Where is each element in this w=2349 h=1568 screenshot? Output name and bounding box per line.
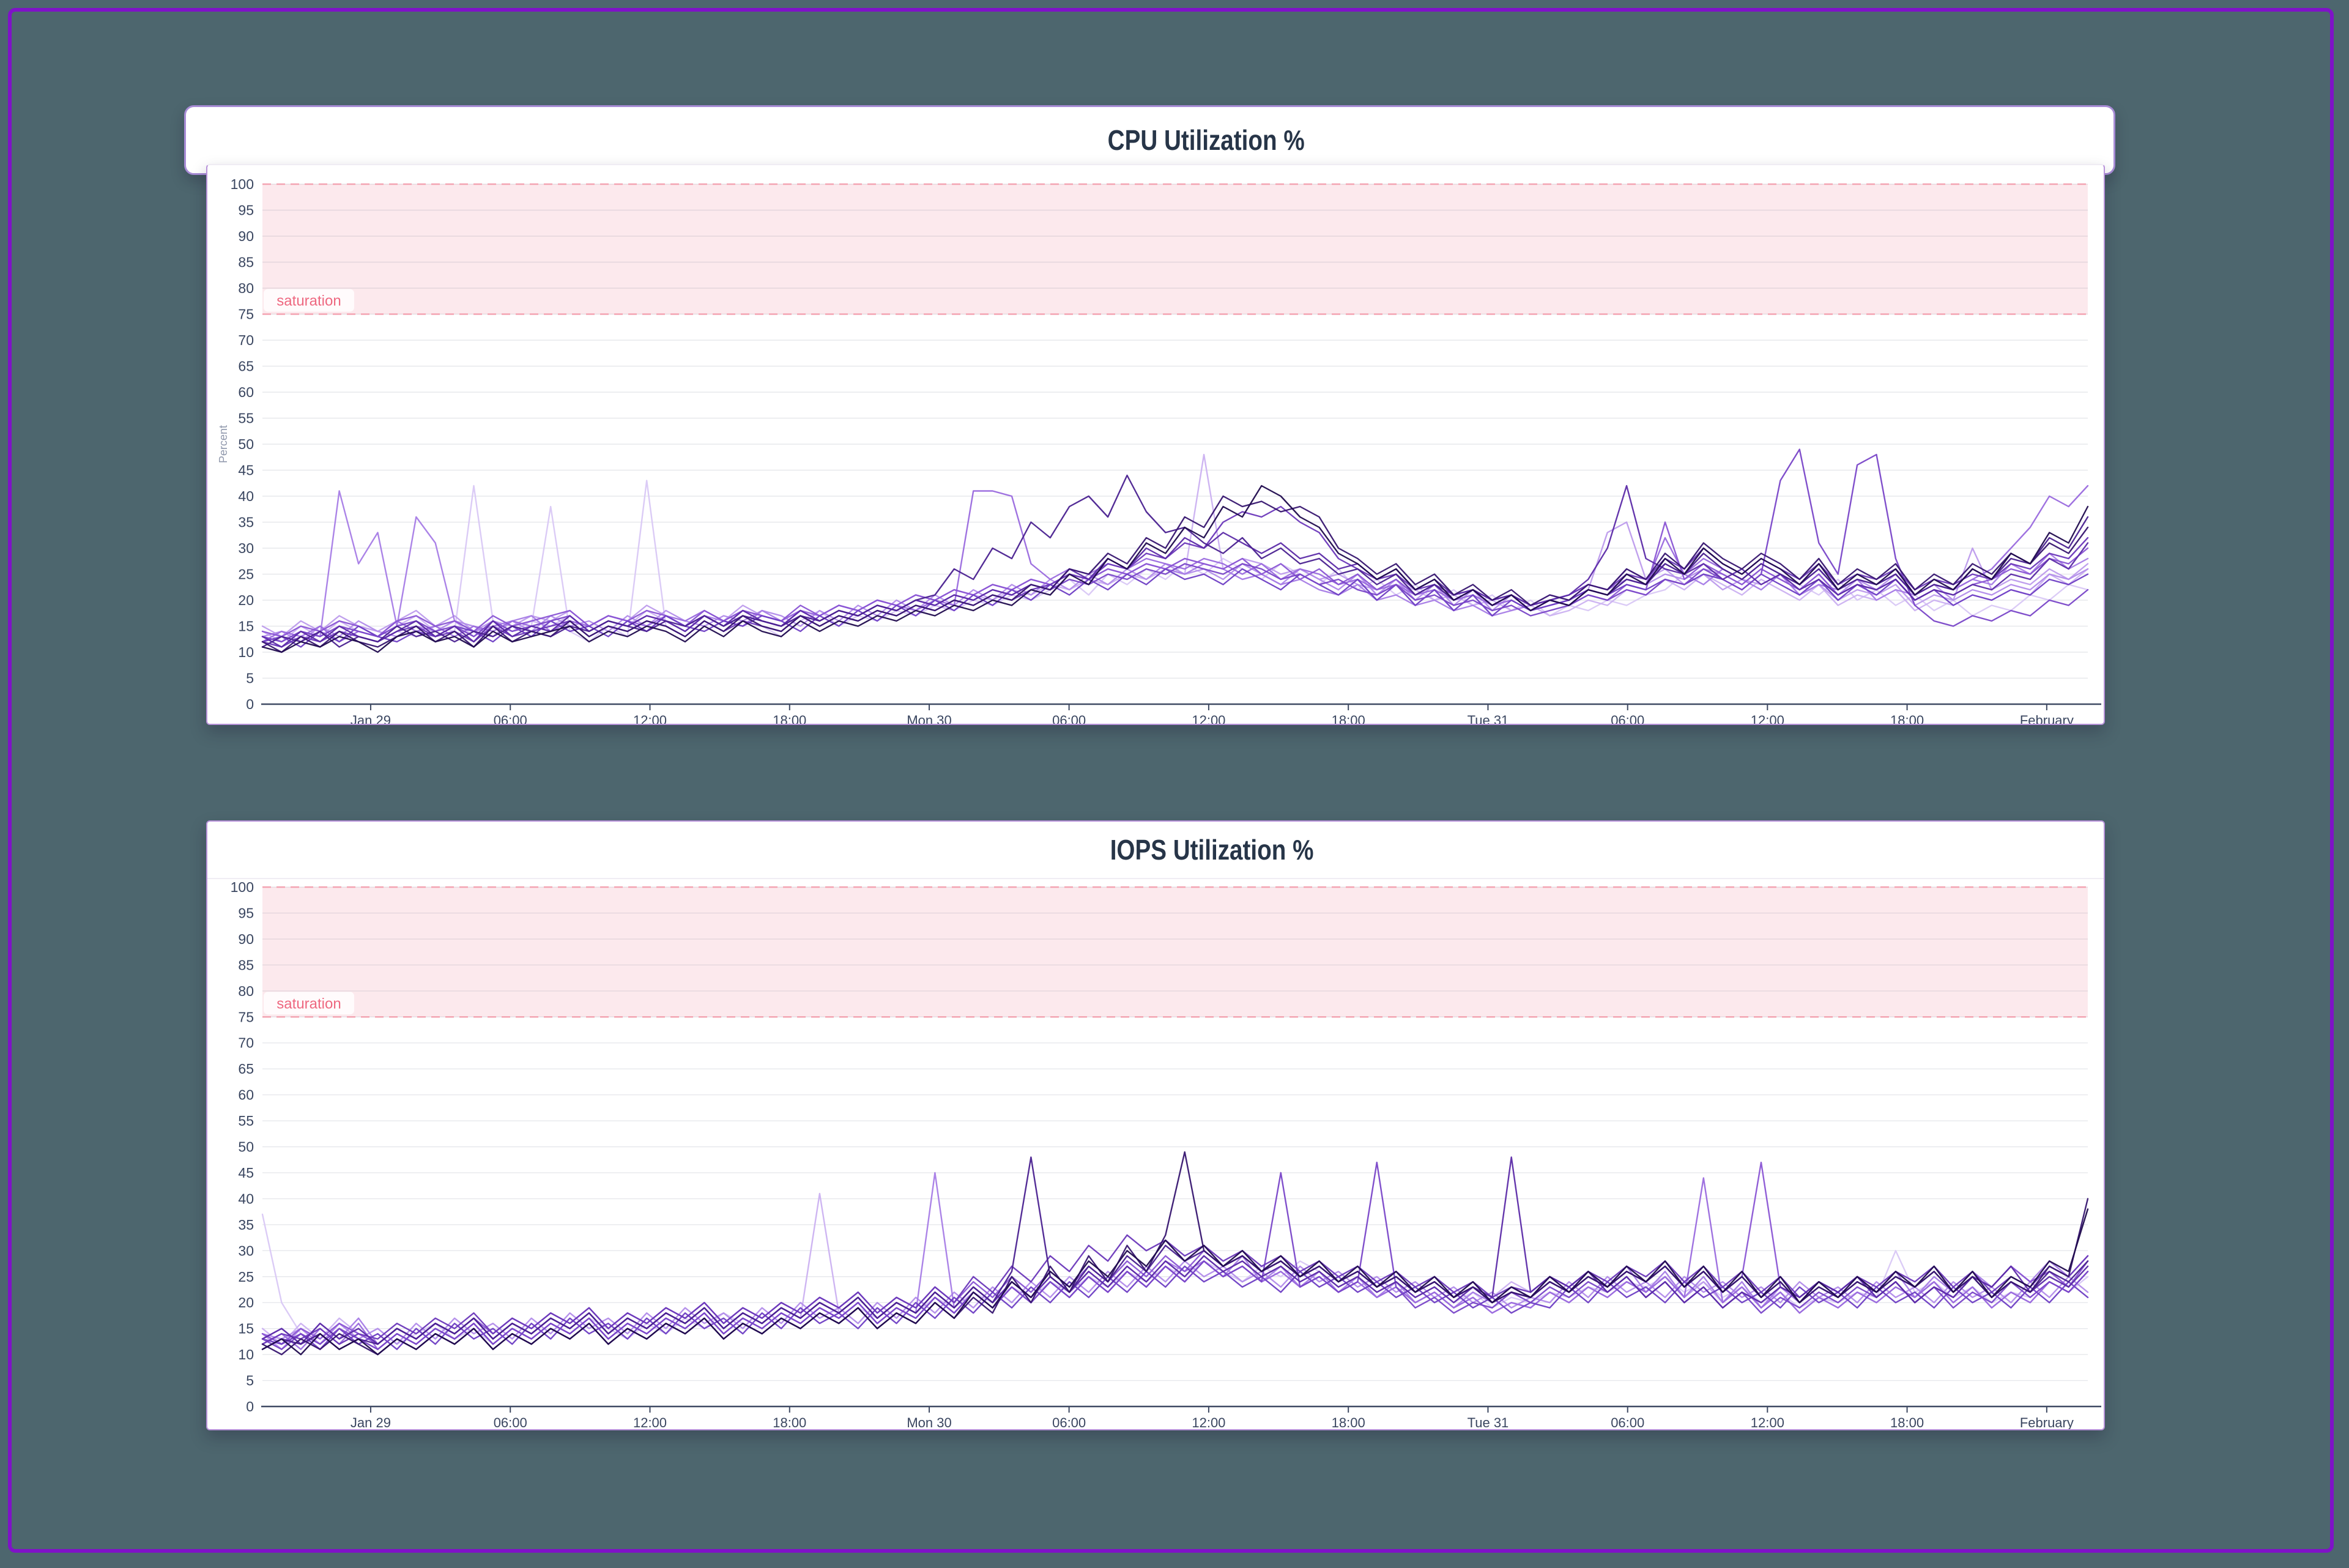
- svg-text:40: 40: [238, 1191, 254, 1206]
- svg-text:0: 0: [246, 696, 254, 712]
- svg-text:February: February: [2020, 713, 2074, 724]
- svg-text:12:00: 12:00: [1751, 1415, 1784, 1429]
- svg-text:50: 50: [238, 1139, 254, 1155]
- svg-text:06:00: 06:00: [1611, 1415, 1644, 1429]
- svg-text:0: 0: [246, 1399, 254, 1414]
- svg-text:85: 85: [238, 255, 254, 270]
- svg-text:65: 65: [238, 1061, 254, 1077]
- iops-panel-title: IOPS Utilization %: [1110, 834, 1314, 866]
- svg-text:75: 75: [238, 1009, 254, 1025]
- svg-text:Jan 29: Jan 29: [351, 1415, 391, 1429]
- iops-chart-card: IOPS Utilization % saturation Jan 29 06:00…: [206, 820, 2105, 1430]
- svg-text:saturation: saturation: [276, 293, 341, 310]
- svg-text:18:00: 18:00: [773, 713, 806, 724]
- svg-text:95: 95: [238, 203, 254, 218]
- svg-text:60: 60: [238, 384, 254, 400]
- svg-text:70: 70: [238, 1035, 254, 1051]
- svg-text:10: 10: [238, 1347, 254, 1362]
- svg-text:35: 35: [238, 1217, 254, 1233]
- svg-text:75: 75: [238, 307, 254, 322]
- svg-text:40: 40: [238, 488, 254, 504]
- svg-text:100: 100: [231, 176, 254, 192]
- svg-text:80: 80: [238, 280, 254, 296]
- svg-text:12:00: 12:00: [1192, 713, 1225, 724]
- svg-text:80: 80: [238, 983, 254, 999]
- svg-text:February: February: [2020, 1415, 2074, 1429]
- svg-text:5: 5: [246, 1373, 254, 1389]
- svg-text:60: 60: [238, 1087, 254, 1103]
- cpu-chart-card: saturation Jan 29 06:00 12:00 18:00 Mon 30 06:…: [206, 164, 2105, 725]
- svg-text:35: 35: [238, 515, 254, 530]
- svg-text:12:00: 12:00: [633, 1415, 667, 1429]
- svg-text:20: 20: [238, 1295, 254, 1310]
- svg-text:100: 100: [231, 879, 254, 895]
- svg-text:06:00: 06:00: [1052, 1415, 1086, 1429]
- iops-title-bar: IOPS Utilization %: [207, 822, 2104, 879]
- svg-text:90: 90: [238, 228, 254, 244]
- svg-text:Jan 29: Jan 29: [351, 713, 391, 724]
- svg-text:25: 25: [238, 567, 254, 582]
- svg-text:85: 85: [238, 957, 254, 973]
- svg-text:15: 15: [238, 1321, 254, 1337]
- svg-text:06:00: 06:00: [494, 1415, 527, 1429]
- svg-text:12:00: 12:00: [1751, 713, 1784, 724]
- svg-text:55: 55: [238, 1113, 254, 1129]
- svg-text:18:00: 18:00: [1332, 1415, 1365, 1429]
- svg-text:30: 30: [238, 540, 254, 556]
- svg-text:Tue 31: Tue 31: [1468, 713, 1509, 724]
- svg-text:18:00: 18:00: [773, 1415, 806, 1429]
- svg-text:18:00: 18:00: [1332, 713, 1365, 724]
- svg-text:18:00: 18:00: [1890, 713, 1924, 724]
- svg-text:65: 65: [238, 359, 254, 374]
- svg-text:12:00: 12:00: [633, 713, 667, 724]
- cpu-utilization-chart[interactable]: saturation Jan 29 06:00 12:00 18:00 Mon 30 06:…: [207, 165, 2104, 724]
- svg-text:55: 55: [238, 411, 254, 426]
- svg-text:45: 45: [238, 463, 254, 478]
- svg-text:95: 95: [238, 905, 254, 921]
- svg-text:25: 25: [238, 1269, 254, 1285]
- svg-text:70: 70: [238, 332, 254, 348]
- cpu-panel-title: CPU Utilization %: [1107, 124, 1305, 156]
- svg-text:saturation: saturation: [276, 995, 341, 1012]
- svg-text:12:00: 12:00: [1192, 1415, 1225, 1429]
- svg-text:45: 45: [238, 1165, 254, 1181]
- svg-text:5: 5: [246, 671, 254, 686]
- svg-text:20: 20: [238, 592, 254, 608]
- svg-text:06:00: 06:00: [494, 713, 527, 724]
- svg-text:06:00: 06:00: [1611, 713, 1644, 724]
- svg-text:Percent: Percent: [217, 425, 229, 463]
- svg-text:10: 10: [238, 644, 254, 660]
- svg-text:90: 90: [238, 931, 254, 947]
- svg-text:30: 30: [238, 1243, 254, 1258]
- svg-text:18:00: 18:00: [1890, 1415, 1924, 1429]
- svg-text:06:00: 06:00: [1052, 713, 1086, 724]
- iops-utilization-chart[interactable]: saturation Jan 29 06:00 12:00 18:00 Mon 30 06:…: [207, 879, 2104, 1429]
- svg-text:Mon 30: Mon 30: [907, 1415, 951, 1429]
- svg-text:15: 15: [238, 619, 254, 634]
- svg-text:Mon 30: Mon 30: [907, 713, 951, 724]
- svg-text:50: 50: [238, 436, 254, 452]
- svg-text:Tue 31: Tue 31: [1468, 1415, 1509, 1429]
